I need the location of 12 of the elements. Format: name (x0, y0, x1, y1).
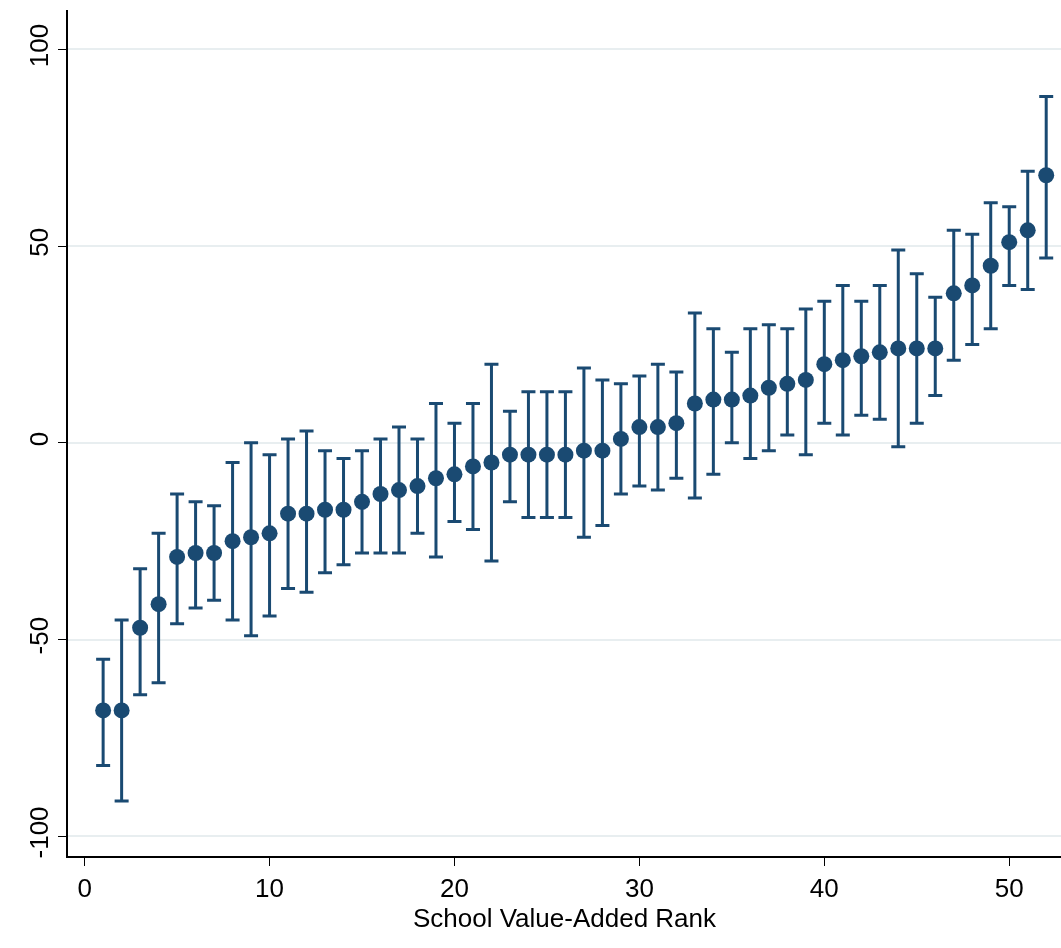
x-axis-title: School Value-Added Rank (412, 902, 718, 933)
y-tick-label: 50 (23, 227, 54, 257)
y-tick-label: 0 (23, 431, 54, 447)
x-tick-label: 10 (255, 872, 285, 903)
x-tick-label: 0 (77, 872, 92, 903)
x-tick-label: 20 (440, 872, 469, 903)
x-tick-label: 40 (809, 872, 839, 903)
x-tick-label: 50 (994, 872, 1024, 903)
y-tick-label: -100 (23, 806, 54, 859)
y-tick-label: 100 (23, 23, 54, 68)
x-tick-label: 30 (624, 872, 654, 903)
y-tick-label: -50 (23, 616, 54, 655)
